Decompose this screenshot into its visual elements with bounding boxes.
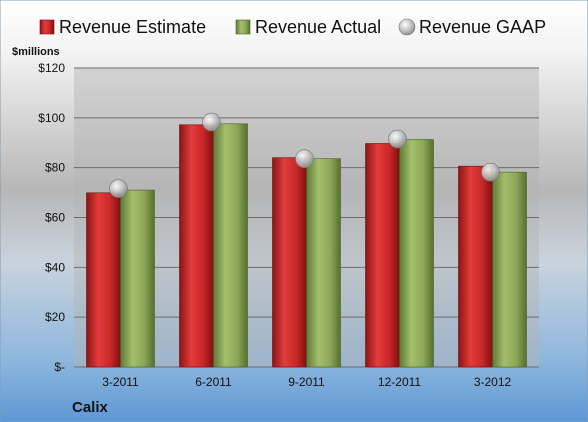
x-tick-label-9-2011: 9-2011 [288,375,325,389]
x-tick-label-12-2011: 12-2011 [378,375,421,389]
marker-revenue-gaap-6-2011 [202,112,221,132]
x-tick-label-3-2011: 3-2011 [102,375,139,389]
x-tick-label-3-2012: 3-2012 [474,375,512,389]
marker-revenue-gaap-3-2011 [109,179,128,198]
company-name: Calix [72,399,109,416]
marker-revenue-gaap-9-2011 [295,149,314,168]
marker-revenue-gaap-12-2011 [388,129,407,149]
bar-revenue-actual-9-2011 [306,158,341,368]
bar-revenue-estimate-3-2012 [458,165,493,368]
y-axis-ticks: $- $20 $40 $60 $80 $100 $120 [38,61,65,374]
y-axis-unit-label: $millions [12,46,60,58]
y-tick-label: $20 [45,310,65,324]
legend-label-revenue-actual: Revenue Actual [255,17,381,37]
y-tick-label: $120 [38,61,65,75]
bars [86,123,527,368]
gaap-markers [109,112,500,198]
bar-revenue-actual-12-2011 [399,139,434,368]
legend-label-revenue-gaap: Revenue GAAP [419,17,546,37]
bar-revenue-estimate-12-2011 [365,143,400,368]
y-tick-label: $40 [45,260,65,274]
bar-revenue-actual-6-2011 [213,123,248,368]
legend-swatch-revenue-estimate [39,19,55,35]
bar-revenue-estimate-3-2011 [86,192,121,368]
bar-revenue-actual-3-2011 [120,189,155,368]
legend-swatch-revenue-gaap [398,18,416,36]
y-tick-label: $60 [45,211,65,225]
marker-revenue-gaap-3-2012 [481,162,500,182]
y-tick-label: $80 [45,161,65,175]
bar-revenue-estimate-9-2011 [272,157,307,368]
legend: Revenue Estimate Revenue Actual Revenue GA… [39,17,546,37]
y-tick-label: $- [54,360,65,374]
x-tick-label-6-2011: 6-2011 [195,375,232,389]
bar-revenue-estimate-6-2011 [179,124,214,368]
bar-revenue-actual-3-2012 [492,171,527,368]
legend-label-revenue-estimate: Revenue Estimate [59,17,206,37]
legend-swatch-revenue-actual [235,19,251,35]
y-tick-label: $100 [38,111,65,125]
x-axis-ticks: 3-2011 6-2011 9-2011 12-2011 3-2012 [102,375,511,389]
